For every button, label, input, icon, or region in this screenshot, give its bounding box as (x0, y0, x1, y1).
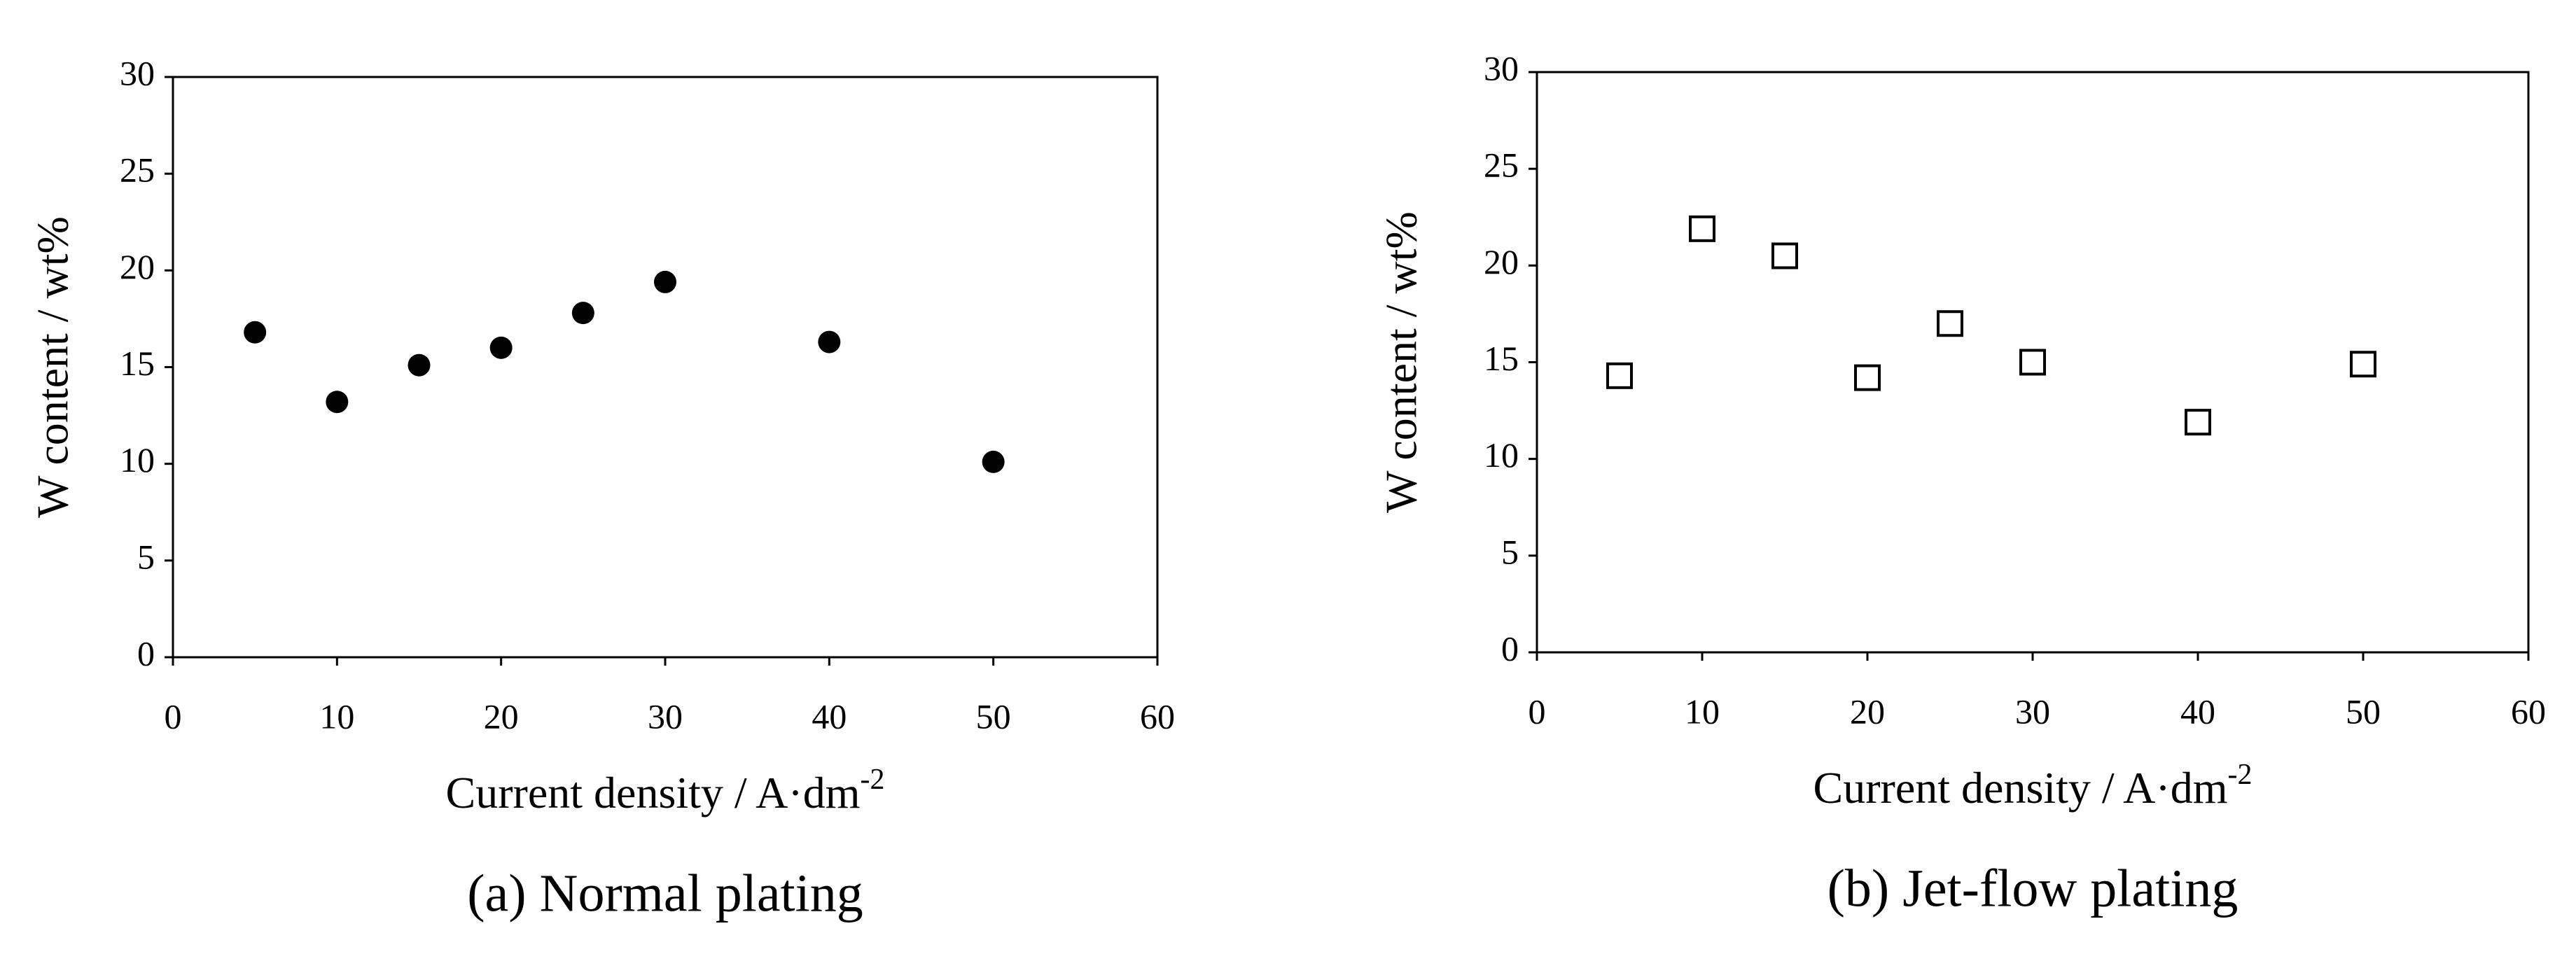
marker-square (1689, 215, 1715, 242)
x-axis-label: Current density / A·dm-2 (1813, 759, 2253, 813)
marker-square (1937, 310, 1963, 337)
x-axis-label-superscript: -2 (860, 764, 884, 796)
marker-square (2019, 349, 2046, 376)
marker-circle (489, 336, 513, 359)
x-tick-label: 30 (648, 696, 683, 736)
y-tick-label: 0 (137, 633, 155, 673)
y-tick-label: 25 (120, 150, 155, 190)
y-axis-label: W content / wt% (28, 216, 78, 518)
y-tick-label: 15 (120, 344, 155, 383)
y-tick-label: 20 (1484, 242, 1519, 281)
marker-square (1606, 362, 1633, 389)
plot-frame (172, 76, 1159, 659)
y-tick-label: 30 (1484, 48, 1519, 87)
x-tick-label: 60 (1140, 696, 1175, 736)
x-tick-label: 40 (812, 696, 847, 736)
marker-circle (244, 321, 267, 344)
x-tick-label: 0 (165, 696, 182, 736)
y-tick-label: 5 (1501, 532, 1519, 571)
x-tick-label: 10 (1685, 692, 1720, 731)
marker-circle (326, 391, 349, 414)
x-axis-label-superscript: -2 (2227, 759, 2252, 791)
x-tick-label: 20 (484, 696, 519, 736)
x-tick-label: 10 (319, 696, 354, 736)
x-tick-label: 50 (2346, 692, 2381, 731)
marker-circle (408, 353, 431, 377)
x-axis-label: Current density / A·dm-2 (446, 764, 885, 818)
x-tick-label: 30 (2015, 692, 2050, 731)
y-tick-label: 25 (1484, 146, 1519, 185)
x-tick-label: 0 (1529, 692, 1546, 731)
y-tick-label: 5 (137, 537, 155, 576)
y-axis-label: W content / wt% (1377, 211, 1426, 513)
marker-circle (654, 270, 676, 293)
marker-square (1771, 242, 1798, 269)
x-axis-label-text: Current density / A·dm (1813, 763, 2228, 813)
x-tick-label: 40 (2180, 692, 2215, 731)
x-tick-label: 60 (2511, 692, 2546, 731)
y-tick-label: 10 (120, 440, 155, 479)
marker-square (2350, 351, 2376, 378)
caption: (b) Jet-flow plating (1827, 859, 2239, 918)
y-tick-label: 15 (1484, 339, 1519, 378)
marker-square (1854, 364, 1881, 391)
marker-circle (982, 450, 1005, 473)
y-tick-label: 10 (1484, 435, 1519, 475)
y-tick-label: 30 (120, 53, 155, 92)
x-axis-label-text: Current density / A·dm (446, 768, 861, 818)
marker-square (2185, 409, 2211, 436)
caption: (a) Normal plating (467, 864, 863, 923)
y-tick-label: 0 (1501, 629, 1519, 668)
x-tick-label: 50 (976, 696, 1011, 736)
x-tick-label: 20 (1850, 692, 1885, 731)
marker-circle (818, 330, 841, 353)
plot-frame (1536, 71, 2530, 654)
y-tick-label: 20 (120, 247, 155, 286)
marker-circle (571, 302, 594, 325)
